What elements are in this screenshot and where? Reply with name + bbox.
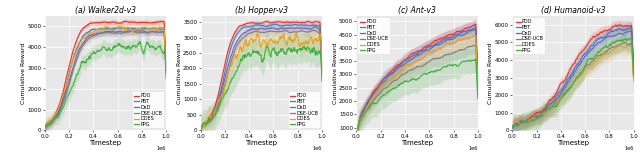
Title: (a) Walker2d-v3: (a) Walker2d-v3: [75, 6, 136, 15]
Y-axis label: Cumulative Reward: Cumulative Reward: [21, 42, 26, 104]
Legend: PDO, PBT, DxD, DSE-UCB, DDES, PPG: PDO, PBT, DxD, DSE-UCB, DDES, PPG: [133, 92, 164, 128]
Title: (b) Hopper-v3: (b) Hopper-v3: [235, 6, 288, 15]
X-axis label: Timestep: Timestep: [557, 140, 589, 146]
X-axis label: Timestep: Timestep: [90, 140, 122, 146]
X-axis label: Timestep: Timestep: [245, 140, 277, 146]
X-axis label: Timestep: Timestep: [401, 140, 433, 146]
Y-axis label: Cumulative Reward: Cumulative Reward: [177, 42, 182, 104]
Text: 1e6: 1e6: [157, 146, 166, 151]
Title: (d) Humanoid-v3: (d) Humanoid-v3: [541, 6, 605, 15]
Text: 1e6: 1e6: [468, 146, 478, 151]
Legend: PDO, PBT, DxD, DSE-UCB, DDES, PPG: PDO, PBT, DxD, DSE-UCB, DDES, PPG: [289, 92, 320, 128]
Legend: PDO, PBT, DxD, DSE-UCB, DDES, PPG: PDO, PBT, DxD, DSE-UCB, DDES, PPG: [358, 18, 390, 54]
Y-axis label: Cumulative Reward: Cumulative Reward: [333, 42, 337, 104]
Y-axis label: Cumulative Reward: Cumulative Reward: [488, 42, 493, 104]
Legend: PDO, PBT, DxD, DSE-UCB, DDES, PPG: PDO, PBT, DxD, DSE-UCB, DDES, PPG: [514, 18, 545, 54]
Title: (c) Ant-v3: (c) Ant-v3: [398, 6, 436, 15]
Text: 1e6: 1e6: [313, 146, 322, 151]
Text: 1e6: 1e6: [625, 146, 634, 151]
